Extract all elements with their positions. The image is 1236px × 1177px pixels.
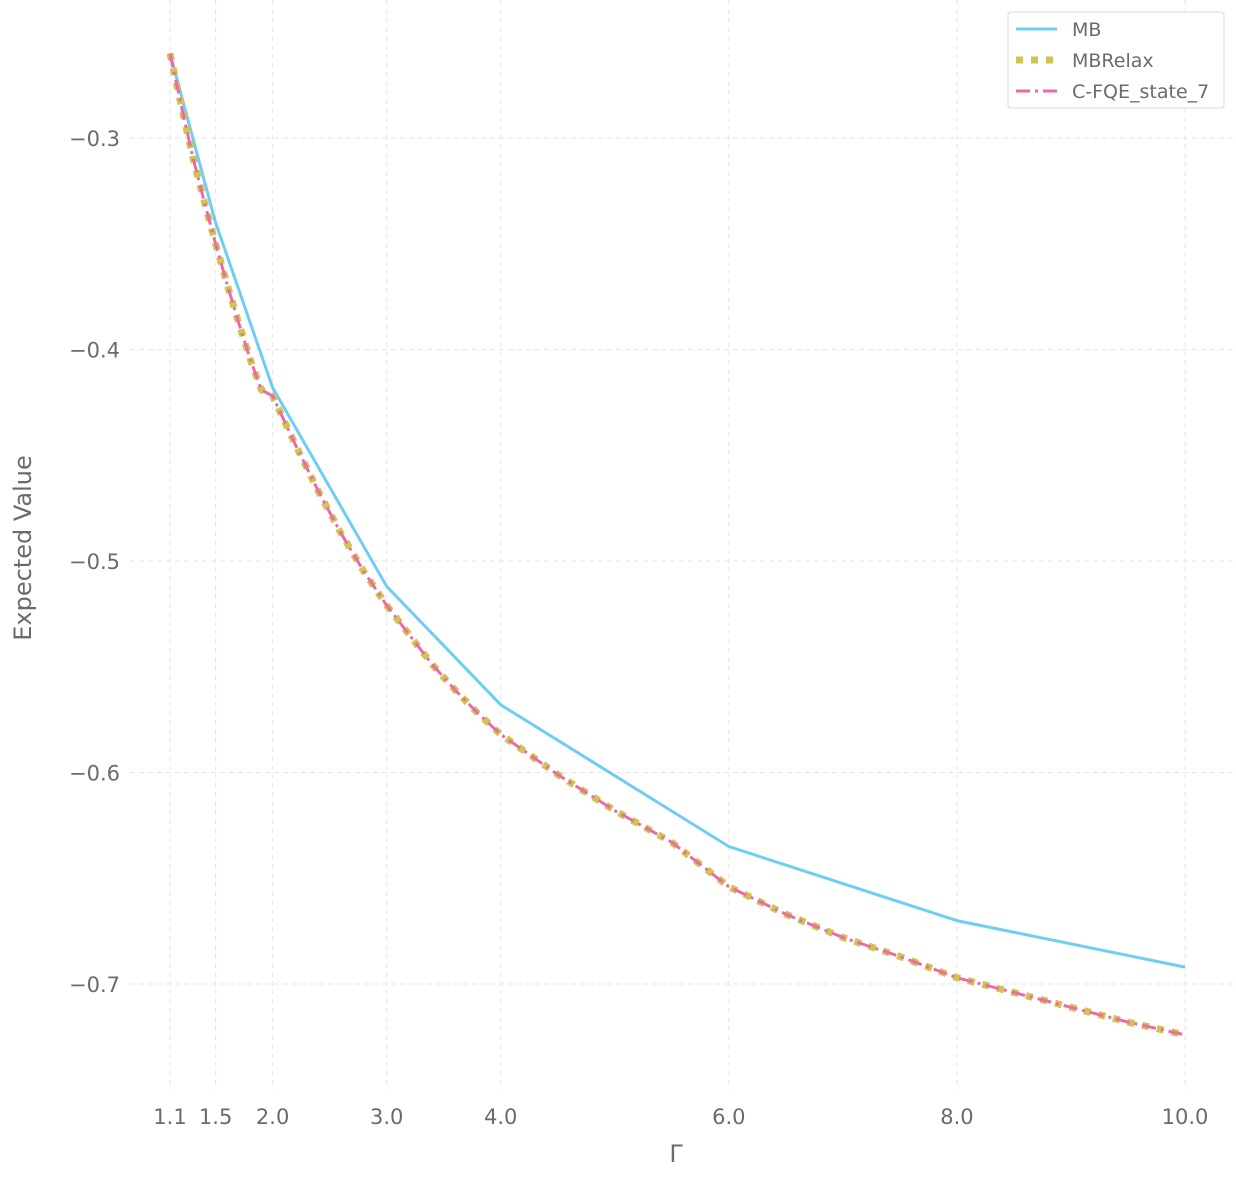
legend-frame bbox=[1007, 11, 1225, 109]
x-tick-label: 3.0 bbox=[370, 1105, 403, 1129]
x-tick-label: 8.0 bbox=[940, 1105, 973, 1129]
y-tick-label: −0.3 bbox=[69, 127, 120, 151]
x-tick-label: 4.0 bbox=[484, 1105, 517, 1129]
y-tick-label: −0.4 bbox=[69, 339, 120, 363]
y-tick-label: −0.7 bbox=[69, 973, 120, 997]
x-tick-label: 10.0 bbox=[1162, 1105, 1209, 1129]
series-line-mbrelax bbox=[166, 52, 1186, 1039]
y-tick-label: −0.5 bbox=[69, 550, 120, 574]
legend-label-mbrelax: MBRelax bbox=[1072, 50, 1154, 72]
legend: MB MBRelax C-FQE_state_7 bbox=[1007, 11, 1225, 109]
grid bbox=[130, 0, 1236, 1090]
legend-label-c-fqe-state-7: C-FQE_state_7 bbox=[1072, 81, 1209, 103]
x-tick-label: 1.5 bbox=[199, 1105, 232, 1129]
plot-series bbox=[166, 52, 1186, 1039]
legend-label-mb: MB bbox=[1072, 19, 1101, 41]
axis-ticks: 1.1 1.5 2.0 3.0 4.0 6.0 8.0 10.0 −0.3 −0.4 −0.5 −0.… bbox=[69, 127, 1208, 1129]
x-tick-label: 6.0 bbox=[712, 1105, 745, 1129]
y-axis-label: Expected Value bbox=[9, 455, 37, 641]
y-tick-label: −0.6 bbox=[69, 762, 120, 786]
x-tick-label: 1.1 bbox=[153, 1105, 186, 1129]
x-axis-label: Γ bbox=[669, 1140, 683, 1168]
series-line-mb bbox=[168, 53, 1186, 969]
x-tick-label: 2.0 bbox=[256, 1105, 289, 1129]
series-line-c-fqe-state-7 bbox=[168, 53, 1186, 1037]
